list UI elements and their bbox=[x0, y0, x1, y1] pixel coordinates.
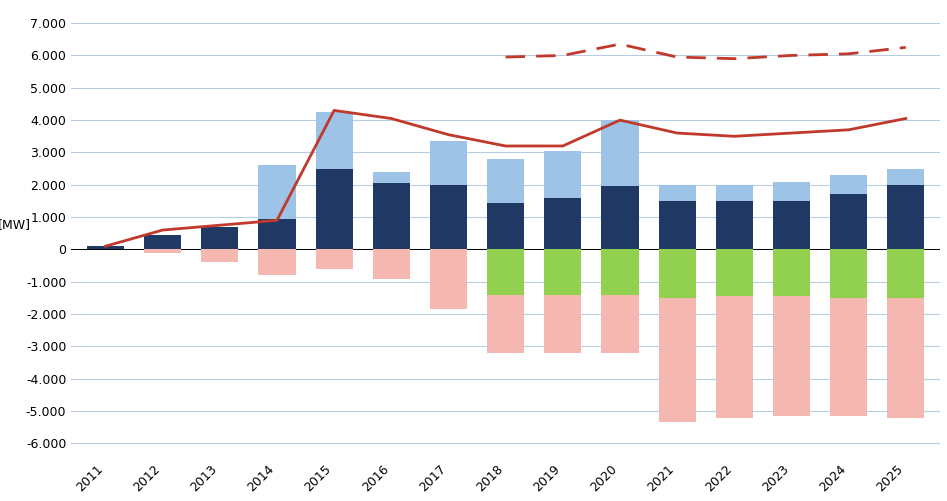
Bar bbox=[887, 185, 924, 249]
Bar bbox=[830, 194, 867, 249]
Bar bbox=[373, 249, 410, 279]
Bar bbox=[887, 298, 924, 418]
Bar bbox=[373, 172, 410, 183]
Y-axis label: [MW]: [MW] bbox=[0, 218, 31, 231]
Bar bbox=[430, 141, 467, 185]
Bar bbox=[201, 227, 239, 249]
Bar bbox=[545, 198, 581, 249]
Bar bbox=[545, 295, 581, 353]
Bar bbox=[373, 183, 410, 249]
Bar bbox=[430, 249, 467, 309]
Bar bbox=[259, 165, 295, 219]
Bar bbox=[773, 181, 810, 201]
Bar bbox=[658, 185, 696, 201]
Bar bbox=[487, 295, 525, 353]
Bar bbox=[315, 249, 352, 269]
Bar bbox=[773, 297, 810, 416]
Bar bbox=[259, 249, 295, 276]
Bar bbox=[545, 151, 581, 198]
Bar bbox=[430, 185, 467, 249]
Bar bbox=[773, 201, 810, 249]
Bar bbox=[830, 175, 867, 194]
Bar bbox=[658, 298, 696, 422]
Bar bbox=[487, 202, 525, 249]
Bar bbox=[716, 185, 753, 201]
Bar bbox=[887, 249, 924, 298]
Bar bbox=[87, 246, 124, 249]
Bar bbox=[601, 249, 638, 295]
Bar bbox=[601, 186, 638, 249]
Bar bbox=[259, 219, 295, 249]
Bar bbox=[830, 298, 867, 416]
Bar bbox=[487, 159, 525, 202]
Bar bbox=[658, 201, 696, 249]
Bar bbox=[716, 201, 753, 249]
Bar bbox=[716, 249, 753, 297]
Bar bbox=[545, 249, 581, 295]
Bar bbox=[601, 295, 638, 353]
Bar bbox=[201, 249, 239, 263]
Bar bbox=[716, 297, 753, 418]
Bar bbox=[887, 169, 924, 185]
Bar bbox=[830, 249, 867, 298]
Bar bbox=[773, 249, 810, 297]
Bar bbox=[315, 112, 352, 169]
Bar bbox=[601, 120, 638, 186]
Bar bbox=[315, 169, 352, 249]
Bar bbox=[658, 249, 696, 298]
Bar bbox=[144, 235, 181, 249]
Bar bbox=[144, 249, 181, 253]
Bar bbox=[487, 249, 525, 295]
